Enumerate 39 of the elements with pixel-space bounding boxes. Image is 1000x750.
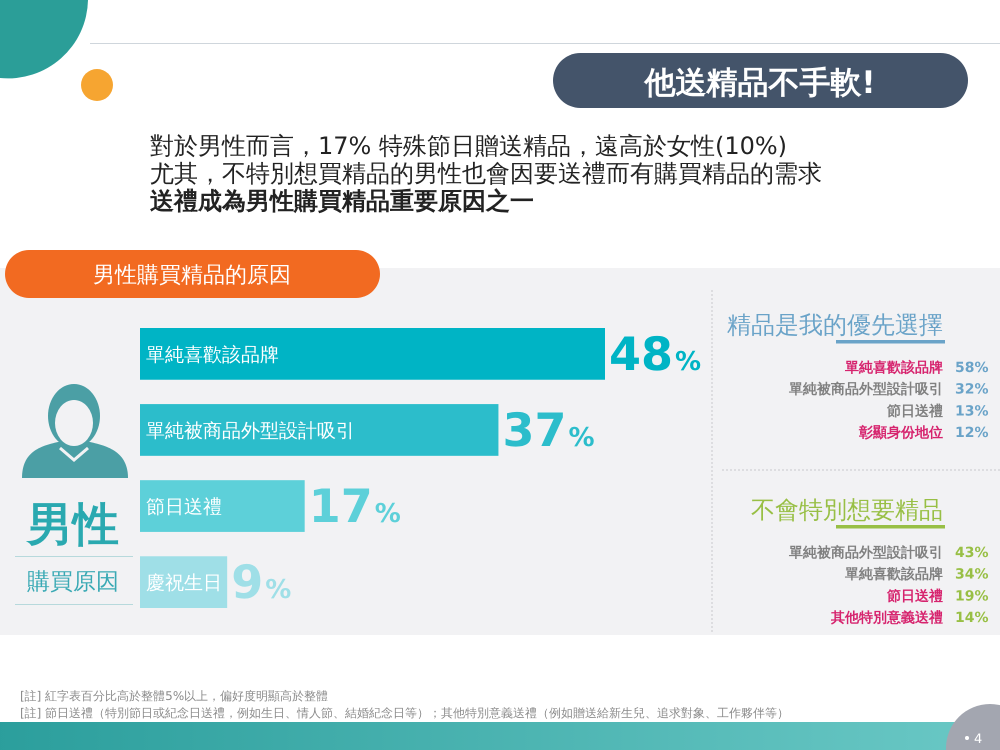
category-label: 單純喜歡該品牌 (844, 359, 943, 376)
text: 他送精品不手軟! (643, 65, 876, 101)
data-label: 32% (955, 382, 989, 398)
text: 男性 (25, 497, 119, 551)
data-label: 48% (609, 326, 702, 381)
chart-title: 男性購買精品的原因 (93, 263, 291, 288)
y-tick-label: 節日送禮 (146, 496, 222, 518)
text: 送禮成為男性購買精品重要原因之一 (150, 187, 534, 215)
category-label: 單純喜歡該品牌 (844, 566, 943, 583)
y-tick-label: 慶祝生日 (146, 572, 222, 594)
text: 精品是我的優先選擇 (727, 311, 943, 339)
bar (140, 328, 605, 380)
category-label: 單純被商品外型設計吸引 (788, 380, 943, 398)
y-tick-label: 單純被商品外型設計吸引 (146, 420, 355, 442)
y-tick-label: 單純喜歡該品牌 (146, 344, 279, 366)
text: 對於男性而言，17% 特殊節日贈送精品，遠高於女性(10%) (150, 132, 788, 160)
data-label: 17% (308, 479, 401, 534)
text: [註] 紅字表百分比高於整體5%以上，偏好度明顯高於整體 (20, 689, 328, 703)
category-label: 彰顯身份地位 (858, 424, 943, 442)
data-label: 37% (502, 402, 595, 457)
text: 尤其，不特別想買精品的男性也會因要送禮而有購買精品的需求 (150, 160, 822, 188)
data-label: 14% (955, 610, 989, 626)
data-label: 58% (955, 360, 989, 376)
text: 不會特別想要精品 (751, 496, 943, 524)
data-label: 43% (955, 545, 989, 561)
data-label: 34% (955, 566, 989, 583)
text: 購買原因 (27, 569, 119, 595)
text: [註] 節日送禮（特別節日或紀念日送禮，例如生日、情人節、結婚紀念日等）；其他特別意義送禮（例如贈送給新生兒、追求對象、工作夥伴等） (20, 706, 790, 720)
category-label: 單純被商品外型設計吸引 (788, 544, 943, 561)
bar (140, 404, 498, 456)
data-label: 19% (955, 588, 989, 604)
category-label: 其他特別意義送禮 (830, 609, 943, 626)
data-label: 13% (955, 403, 989, 420)
data-label: 12% (955, 425, 989, 442)
text: 4 (974, 732, 982, 747)
bar (140, 480, 305, 532)
category-label: 節日送禮 (886, 402, 943, 420)
data-label: 9% (231, 555, 292, 610)
category-label: 節日送禮 (886, 587, 943, 604)
